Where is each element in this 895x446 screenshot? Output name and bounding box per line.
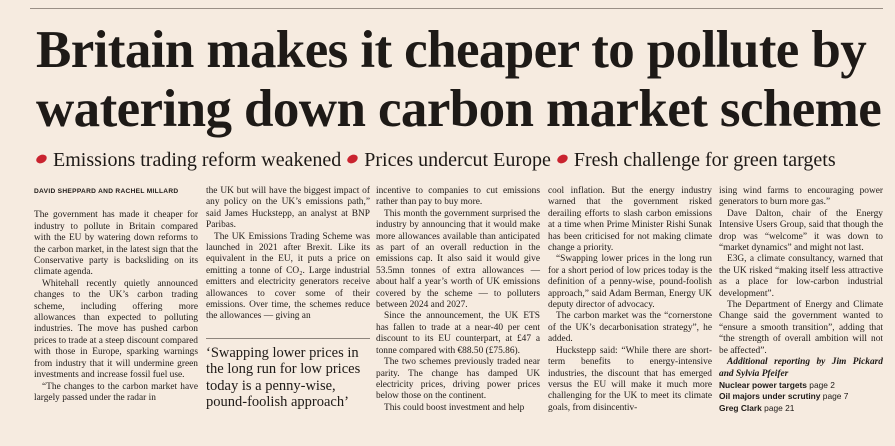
paragraph: “The changes to the carbon market have l… xyxy=(34,381,198,403)
column: cool inflation. But the energy industry … xyxy=(548,186,712,414)
paragraph: The government has made it cheaper for i… xyxy=(34,210,198,278)
bullet xyxy=(555,153,570,165)
pull-quote: ‘Swapping lower prices in the long run f… xyxy=(206,337,370,411)
ref-title: Nuclear power targets xyxy=(719,379,807,390)
paragraph: E3G, a climate consultancy, warned that … xyxy=(719,254,883,299)
paragraph: Whitehall recently quietly announced cha… xyxy=(34,278,198,381)
column: DAVID SHEPPARD AND RACHEL MILLARD The gov… xyxy=(34,186,198,404)
paragraph: This could boost investment and help xyxy=(384,402,525,413)
subhead-text: Emissions trading reform weakened xyxy=(53,149,342,171)
paragraph: ising wind farms to encouraging power ge… xyxy=(719,186,883,208)
subhead: Fresh challenge for green targets xyxy=(555,149,836,172)
paragraph: incentive to companies to cut emissions … xyxy=(376,186,540,208)
subhead-text: Prices undercut Europe xyxy=(364,149,551,171)
paragraph: The Department of Energy and Climate Cha… xyxy=(719,300,883,356)
headline: Britain makes it cheaper to pollute by xyxy=(36,21,867,79)
subhead: Prices undercut Europe xyxy=(346,149,551,172)
ref-page: page 7 xyxy=(822,391,849,402)
bullet xyxy=(346,153,360,165)
cross-reference: Oil majors under scrutiny page 7 xyxy=(719,391,883,403)
paragraph: “Swapping lower prices in the long run f… xyxy=(548,254,712,311)
paragraph: cool inflation. But the energy industry … xyxy=(548,186,712,254)
ref-title: Oil majors under scrutiny xyxy=(719,391,821,402)
subhead-text: Fresh challenge for green targets xyxy=(573,149,836,171)
paragraph: Since the announcement, the UK ETS has f… xyxy=(376,311,540,356)
top-rule xyxy=(30,8,883,9)
ref-page: page 2 xyxy=(809,379,835,390)
column: the UK but will have the biggest impact … xyxy=(206,186,370,411)
subhead: Emissions trading reform weakened xyxy=(34,149,342,172)
column: incentive to companies to cut emissions … xyxy=(376,186,540,414)
paragraph: Dave Dalton, chair of the Energy Intensi… xyxy=(719,208,883,254)
paragraph: This month the government surprised the … xyxy=(376,208,540,311)
cross-reference: Nuclear power targets page 2 xyxy=(719,380,883,392)
subheads: Emissions trading reform weakened Prices … xyxy=(34,149,842,172)
paragraph: Huckstepp said: “While there are short-t… xyxy=(548,345,712,413)
headline: watering down carbon market scheme xyxy=(36,80,882,138)
bullet xyxy=(34,153,49,165)
paragraph: the UK but will have the biggest impact … xyxy=(206,186,370,231)
additional-reporting: Additional reporting by Jim Pickard and … xyxy=(719,357,883,379)
paragraph: The two schemes previously traded near p… xyxy=(376,357,540,402)
column: ising wind farms to encouraging power ge… xyxy=(719,186,883,414)
ref-title: Greg Clark xyxy=(719,402,762,413)
cross-reference: Greg Clark page 21 xyxy=(719,403,883,415)
ref-page: page 21 xyxy=(764,402,795,413)
paragraph: The UK Emissions Trading Scheme was laun… xyxy=(206,231,370,322)
byline: DAVID SHEPPARD AND RACHEL MILLARD xyxy=(34,188,179,195)
paragraph: The carbon market was the “cornerstone o… xyxy=(548,311,712,345)
